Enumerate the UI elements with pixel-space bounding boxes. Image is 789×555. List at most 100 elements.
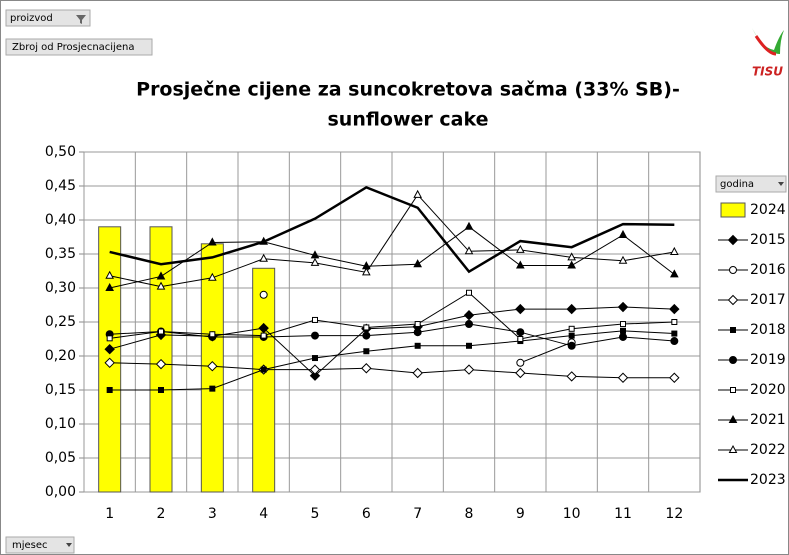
marker: [414, 342, 421, 349]
legend-field-button[interactable]: [715, 175, 787, 193]
legend-label: 2021: [750, 412, 786, 428]
legend-label: 2024: [750, 202, 786, 218]
x-tick-label: 6: [362, 506, 371, 522]
marker: [728, 444, 738, 453]
marker: [464, 221, 474, 230]
axis-field[interactable]: mjesec: [12, 540, 48, 551]
marker: [669, 372, 680, 383]
marker: [671, 330, 678, 337]
marker: [729, 356, 737, 364]
series-line: [109, 362, 675, 379]
pivot-filter[interactable]: proizvod: [10, 13, 53, 24]
marker: [567, 260, 577, 269]
marker: [671, 319, 678, 325]
marker: [414, 321, 421, 328]
marker: [361, 363, 372, 374]
marker: [260, 332, 267, 339]
marker: [730, 327, 736, 333]
marker: [309, 364, 321, 375]
y-tick-label: 0,25: [45, 314, 76, 330]
marker: [207, 237, 217, 246]
marker: [515, 367, 526, 379]
chart-title: Prosječne cijene za suncokretova sačma (…: [136, 79, 680, 101]
marker: [311, 331, 319, 340]
marker: [463, 309, 475, 321]
y-tick-label: 0,20: [45, 348, 76, 364]
legend-swatch: [720, 202, 746, 218]
marker: [727, 294, 739, 306]
x-tick-label: 11: [614, 506, 632, 522]
marker: [730, 387, 736, 393]
marker: [362, 331, 371, 340]
marker: [463, 364, 475, 375]
pivot-filter-button[interactable]: [5, 9, 91, 27]
legend-label: 2015: [750, 232, 786, 248]
y-tick-label: 0,40: [45, 212, 76, 228]
logo-text: TISU: [752, 65, 783, 79]
x-tick-label: 10: [563, 506, 581, 522]
dropdown-icon: [66, 543, 72, 547]
marker: [312, 355, 318, 362]
series-line: [109, 323, 675, 347]
pivot-data-field[interactable]: Zbroj od Prosjecnacijena: [12, 42, 134, 53]
series-line: [109, 194, 675, 288]
bar: [252, 267, 276, 493]
y-tick-label: 0,30: [45, 280, 76, 296]
legend-label: 2016: [750, 262, 786, 278]
chart-title: sunflower cake: [327, 109, 488, 131]
y-tick-label: 0,00: [45, 484, 76, 500]
legend-label: 2017: [750, 292, 786, 308]
y-tick-label: 0,05: [45, 450, 76, 466]
marker: [517, 336, 524, 342]
pivot-data-button[interactable]: [5, 38, 153, 56]
marker: [361, 267, 371, 276]
x-tick-label: 5: [311, 506, 320, 522]
y-tick-label: 0,10: [45, 416, 76, 432]
marker: [516, 328, 525, 337]
marker: [106, 387, 113, 393]
marker: [515, 244, 525, 253]
marker: [104, 357, 115, 369]
marker: [207, 360, 218, 372]
x-tick-label: 7: [413, 506, 422, 522]
series-line: [109, 292, 675, 340]
x-tick-label: 2: [157, 506, 166, 522]
marker: [669, 303, 680, 315]
marker: [413, 328, 422, 337]
marker: [209, 331, 216, 338]
filter-icon: [76, 15, 86, 24]
x-tick-label: 8: [465, 506, 474, 522]
marker: [312, 316, 318, 323]
marker: [104, 343, 115, 355]
marker: [260, 366, 267, 373]
marker: [568, 325, 575, 332]
marker: [669, 269, 679, 278]
marker: [729, 266, 737, 274]
marker: [567, 252, 577, 261]
marker: [516, 358, 525, 367]
marker: [515, 303, 526, 315]
marker: [155, 358, 167, 370]
y-tick-label: 0,45: [45, 178, 76, 194]
series-line: [109, 226, 675, 289]
y-tick-label: 0,35: [45, 246, 76, 262]
legend-label: 2018: [750, 322, 786, 338]
marker: [259, 290, 268, 299]
logo-shape: [752, 28, 784, 54]
marker: [106, 335, 113, 342]
marker: [363, 348, 370, 355]
y-tick-label: 0,15: [45, 382, 76, 398]
legend-label: 2019: [750, 352, 786, 368]
axis-field-button[interactable]: [5, 536, 75, 554]
marker: [363, 324, 370, 331]
legend-label: 2022: [750, 442, 786, 458]
marker: [156, 281, 166, 290]
marker: [670, 337, 679, 346]
marker: [412, 367, 423, 379]
marker: [617, 301, 629, 313]
legend-field[interactable]: godina: [720, 179, 754, 190]
marker: [465, 320, 473, 329]
logo-shape: [754, 35, 777, 56]
marker: [158, 328, 164, 335]
